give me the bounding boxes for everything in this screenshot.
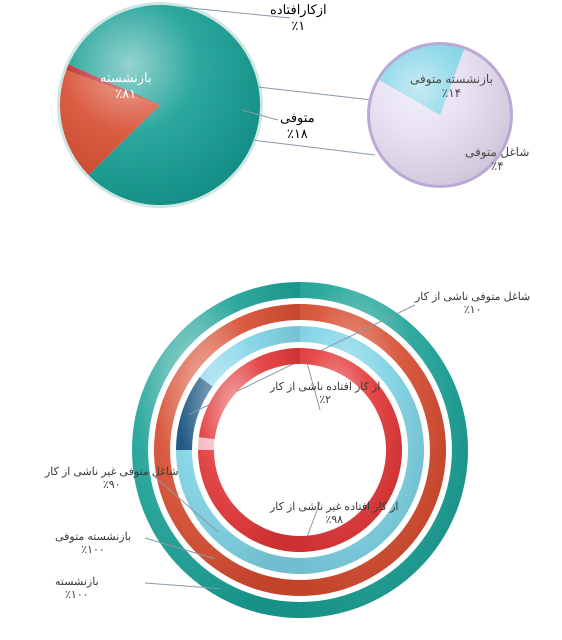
ring-1-label: بازنشسته متوفی٪۱۰۰ (55, 530, 131, 556)
ring-3-minor-label: از کار افتاده ناشی از کار٪۲ (270, 380, 380, 406)
ring-3-minor-label-pct: ٪۲ (270, 393, 380, 406)
top-left-label-2: ازکارافتاده٪۱ (270, 2, 327, 34)
ring-0-label-pct: ٪۱۰۰ (55, 588, 99, 601)
ring-3-main-label: از کار افتاده غیر ناشی از کار٪۹۸ (270, 500, 398, 526)
ring-2-main-label-pct: ٪۹۰ (45, 478, 178, 491)
top-left-label-1-pct: ٪۱۸ (280, 126, 315, 142)
top-left-label-2-title: ازکارافتاده (270, 2, 327, 18)
ring-1-label-pct: ٪۱۰۰ (55, 543, 131, 556)
ring-2-minor-label-title: شاغل متوفی ناشی از کار (415, 290, 530, 303)
ring-3-main-label-title: از کار افتاده غیر ناشی از کار (270, 500, 398, 513)
top-left-label-1: متوفی٪۱۸ (280, 110, 315, 142)
top-right-label-0: بازنشسته متوفی٪۱۴ (410, 72, 493, 100)
top-left-label-2-pct: ٪۱ (270, 18, 327, 34)
ring-0-label: بازنشسته٪۱۰۰ (55, 575, 99, 601)
top-right-label-1-title: شاغل متوفی (465, 145, 529, 159)
top-right-label-0-pct: ٪۱۴ (410, 86, 493, 100)
top-left-label-0: بازنشسته٪۸۱ (100, 70, 152, 102)
ring-3-main-label-pct: ٪۹۸ (270, 513, 398, 526)
ring-2-main-label: شاغل متوفی غیر ناشی از کار٪۹۰ (45, 465, 178, 491)
top-left-label-1-title: متوفی (280, 110, 315, 126)
top-left-label-0-title: بازنشسته (100, 70, 152, 86)
ring-3-minor-label-title: از کار افتاده ناشی از کار (270, 380, 380, 393)
ring-1-label-title: بازنشسته متوفی (55, 530, 131, 543)
top-left-label-0-pct: ٪۸۱ (100, 86, 152, 102)
top-right-label-1: شاغل متوفی٪۴ (465, 145, 529, 173)
ring-2-minor-label: شاغل متوفی ناشی از کار٪۱۰ (415, 290, 530, 316)
ring-2-minor-label-pct: ٪۱۰ (415, 303, 530, 316)
top-right-label-1-pct: ٪۴ (465, 159, 529, 173)
ring-2-main-label-title: شاغل متوفی غیر ناشی از کار (45, 465, 178, 478)
top-right-label-0-title: بازنشسته متوفی (410, 72, 493, 86)
ring-0-label-title: بازنشسته (55, 575, 99, 588)
